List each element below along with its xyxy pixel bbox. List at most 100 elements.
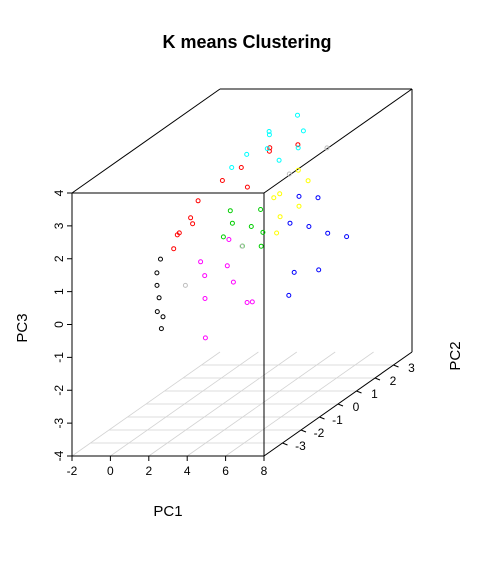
data-point — [260, 229, 266, 235]
z-tick-label: 2 — [52, 255, 66, 262]
data-point — [188, 215, 194, 221]
data-point — [315, 195, 321, 201]
data-point — [258, 207, 264, 212]
data-point — [266, 132, 272, 138]
bounding-box — [71, 88, 413, 457]
data-point — [190, 221, 196, 227]
data-point — [202, 335, 208, 341]
data-point — [230, 279, 236, 285]
data-point — [277, 191, 283, 197]
data-point — [296, 203, 302, 209]
data-point — [158, 256, 163, 262]
data-point — [154, 270, 160, 276]
z-tick-label: -3 — [52, 417, 66, 428]
z-tick-label: -1 — [52, 352, 66, 363]
x-tick-label: -2 — [67, 464, 78, 478]
data-point — [295, 167, 301, 173]
y-tick-label: 2 — [390, 374, 397, 388]
data-point — [238, 165, 244, 170]
data-point — [266, 129, 272, 134]
data-point — [176, 230, 182, 236]
z-axis-label: PC3 — [14, 313, 31, 342]
x-axis-label: PC1 — [153, 503, 182, 520]
y-tick — [393, 364, 399, 368]
data-point — [295, 142, 301, 148]
y-tick-label: 1 — [371, 387, 378, 401]
y-tick-label: -1 — [332, 413, 343, 427]
data-point — [229, 220, 235, 226]
data-point — [271, 195, 277, 201]
data-point — [154, 282, 160, 288]
data-point — [229, 165, 235, 170]
x-tick-label: 0 — [107, 464, 114, 478]
data-point — [227, 208, 233, 214]
x-tick-label: 4 — [184, 464, 191, 478]
y-tick-label: 0 — [353, 400, 360, 414]
chart-title: K means Clustering — [162, 32, 331, 52]
data-point — [239, 243, 245, 249]
data-point — [198, 259, 204, 265]
data-point — [274, 230, 280, 236]
data-point — [195, 198, 201, 204]
data-point — [258, 243, 264, 249]
y-tick — [374, 377, 381, 381]
data-point — [244, 184, 250, 190]
z-tick-label: 4 — [52, 189, 66, 196]
data-point — [226, 237, 232, 242]
data-point — [160, 314, 166, 320]
data-point — [220, 234, 226, 240]
data-point — [244, 300, 250, 305]
data-point — [224, 263, 230, 269]
data-point — [202, 273, 208, 279]
data-point — [171, 246, 177, 252]
y-tick — [319, 416, 325, 420]
data-point — [286, 171, 292, 177]
data-point — [248, 224, 254, 229]
y-tick — [300, 429, 307, 433]
data-point — [244, 151, 250, 157]
x-tick-label: 8 — [261, 464, 268, 478]
data-point — [344, 234, 350, 240]
data-point — [295, 112, 300, 118]
y-tick — [337, 403, 344, 407]
data-point — [158, 326, 164, 332]
data-point — [249, 299, 255, 305]
data-point — [316, 267, 322, 273]
data-point — [267, 145, 273, 151]
y-tick-label: -3 — [295, 439, 306, 453]
data-point — [277, 214, 283, 220]
data-point — [295, 145, 301, 151]
data-point — [156, 295, 162, 301]
box-edge — [263, 88, 413, 194]
z-tick-label: -4 — [52, 450, 66, 461]
grid-lines — [71, 351, 413, 457]
data-point — [264, 146, 270, 152]
box-edge — [71, 88, 221, 194]
y-tick-label: -2 — [314, 426, 325, 440]
data-point — [305, 178, 311, 184]
data-point — [276, 157, 282, 163]
x-tick-label: 2 — [145, 464, 152, 478]
data-point — [202, 296, 208, 301]
data-point — [287, 220, 293, 226]
z-tick-label: -2 — [52, 385, 66, 396]
data-point — [306, 224, 312, 229]
y-tick-label: 3 — [408, 361, 415, 375]
data-point — [324, 145, 330, 151]
y-axis-label: PC2 — [447, 341, 464, 370]
data-point — [154, 309, 160, 315]
data-point — [182, 282, 188, 288]
tick-marks — [67, 192, 399, 461]
z-tick-label: 0 — [52, 321, 66, 328]
data-point — [219, 178, 225, 183]
data-point — [300, 128, 306, 134]
y-tick — [282, 442, 288, 446]
data-point — [325, 230, 331, 236]
data-point — [286, 292, 292, 298]
z-tick-label: 1 — [52, 288, 66, 295]
data-point — [296, 193, 302, 199]
y-tick — [356, 390, 362, 394]
x-tick-label: 6 — [222, 464, 229, 478]
